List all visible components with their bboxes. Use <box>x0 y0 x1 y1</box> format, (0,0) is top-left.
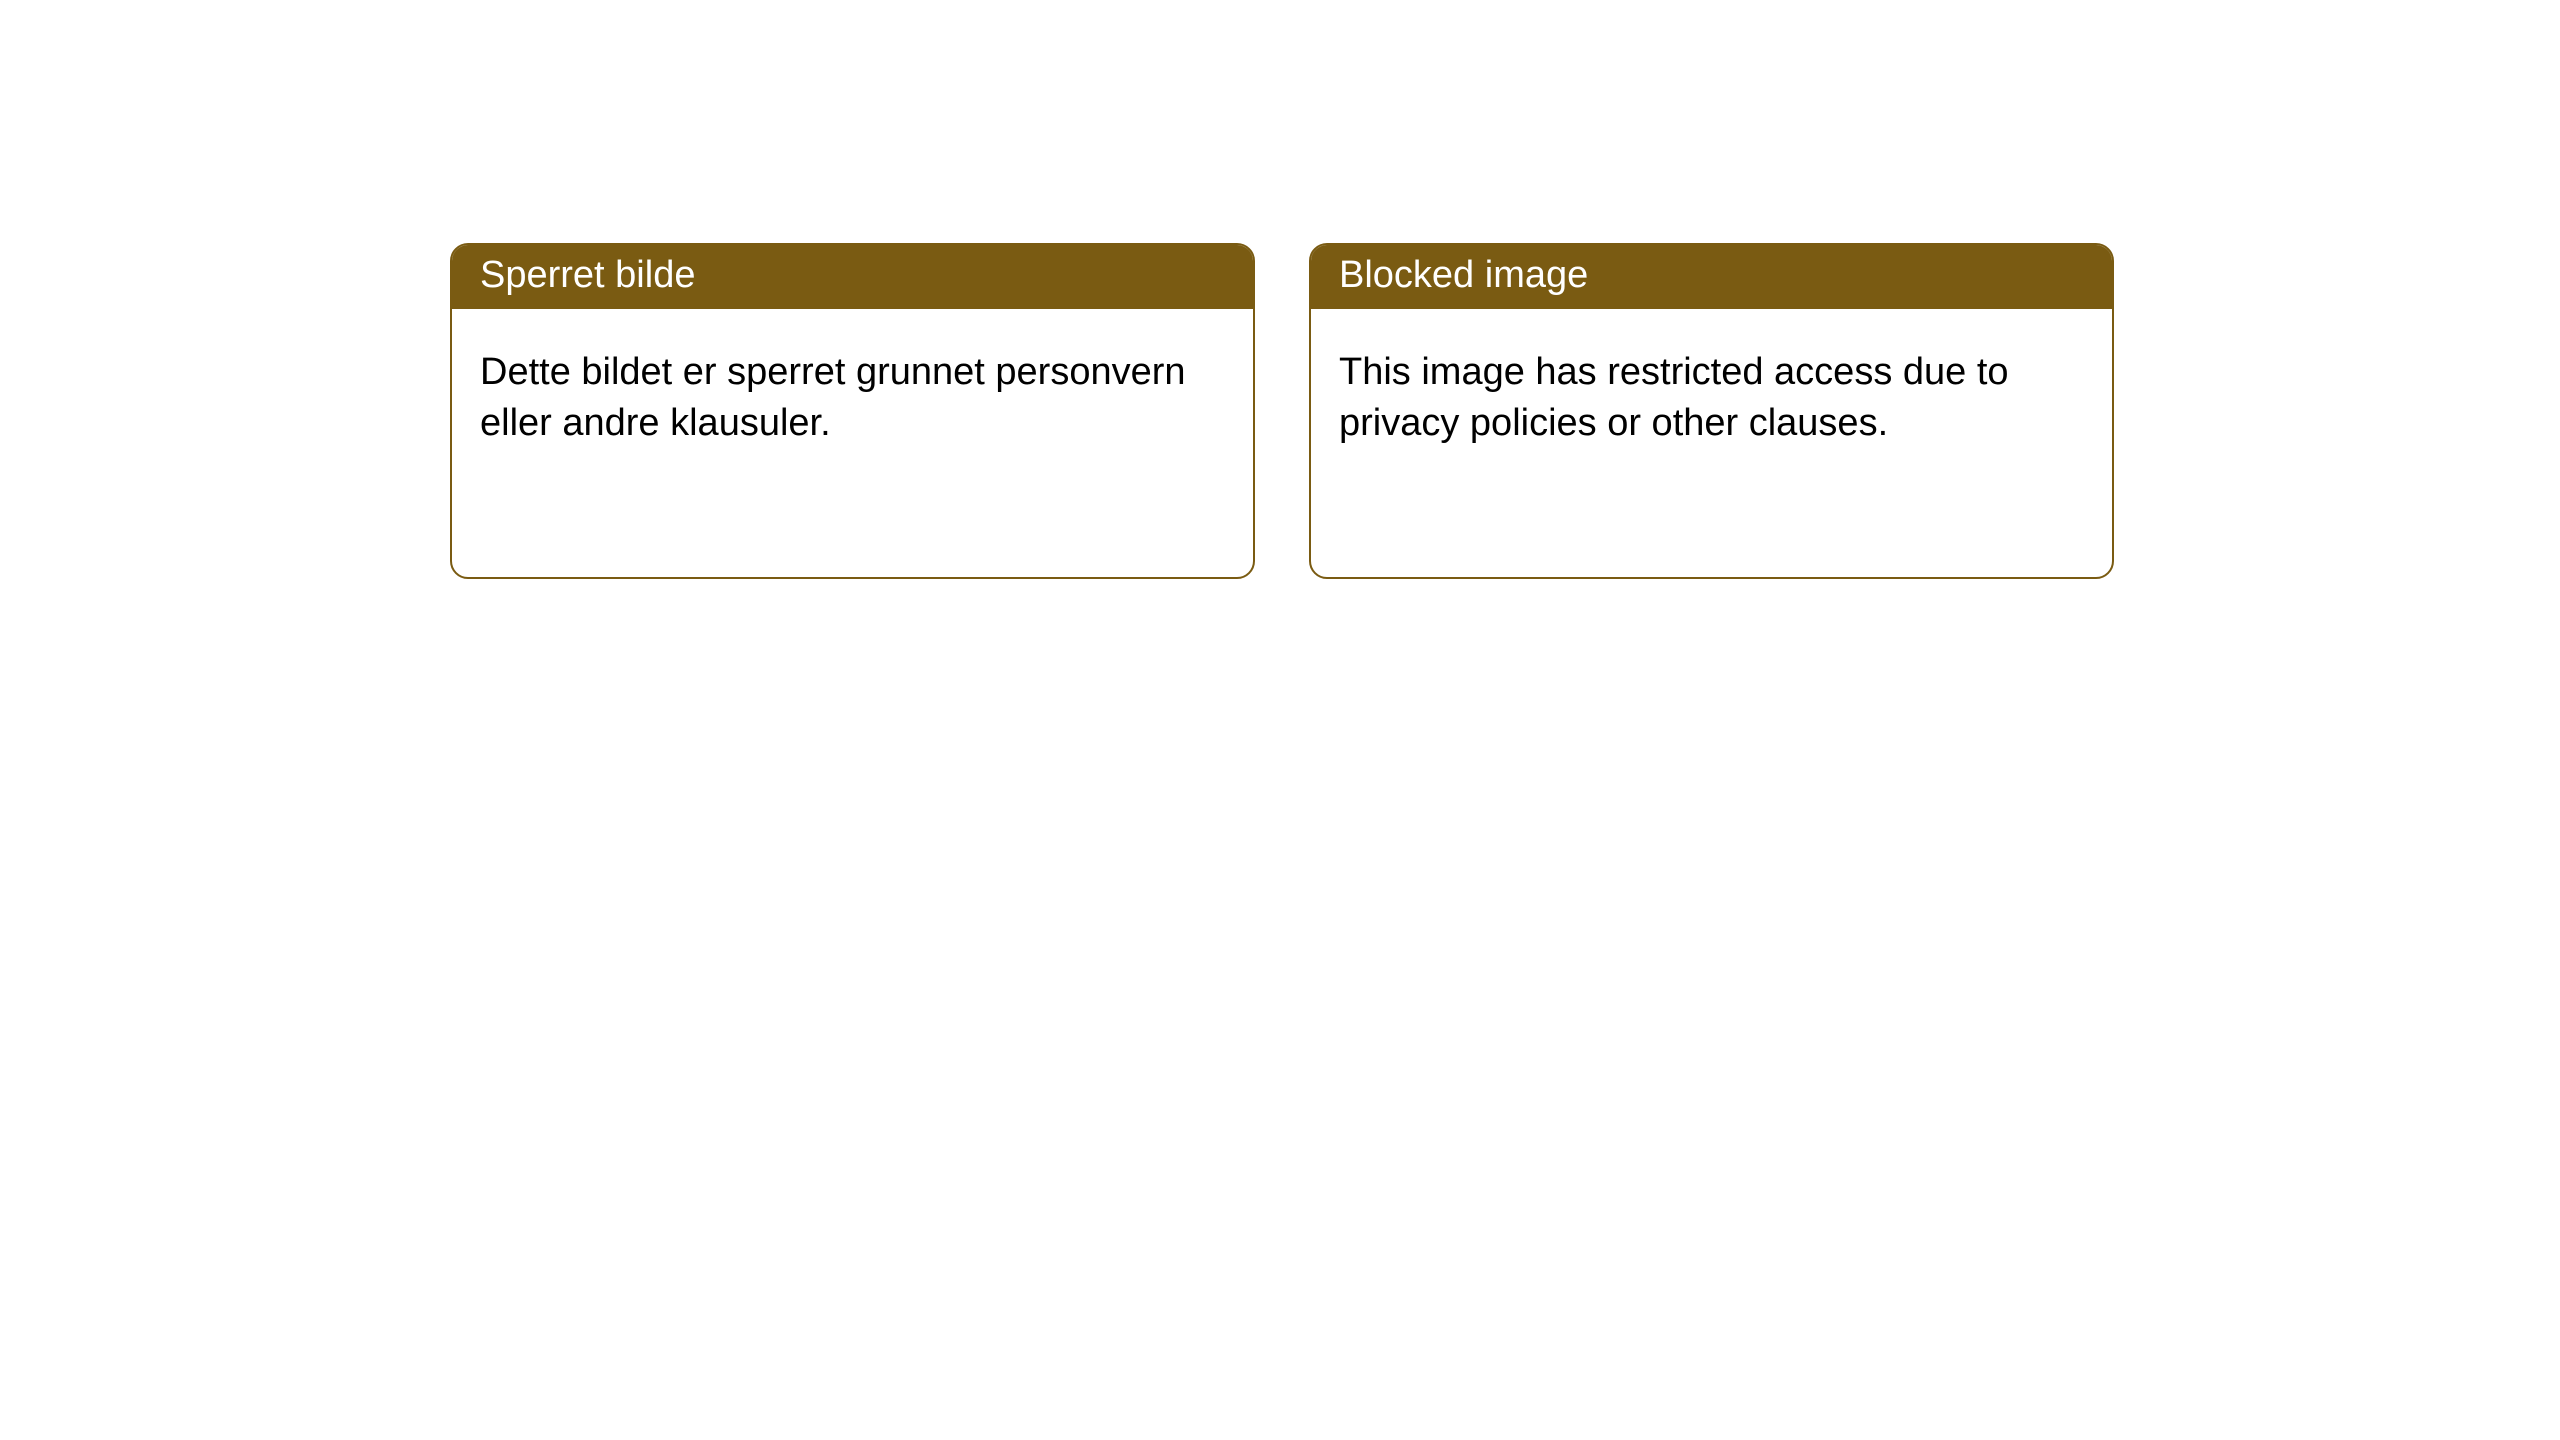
notice-body-en: This image has restricted access due to … <box>1311 309 2112 478</box>
notice-body-no: Dette bildet er sperret grunnet personve… <box>452 309 1253 478</box>
notice-card-en: Blocked image This image has restricted … <box>1309 243 2114 579</box>
notice-container: Sperret bilde Dette bildet er sperret gr… <box>0 0 2560 579</box>
notice-card-no: Sperret bilde Dette bildet er sperret gr… <box>450 243 1255 579</box>
notice-title-no: Sperret bilde <box>452 245 1253 309</box>
notice-title-en: Blocked image <box>1311 245 2112 309</box>
